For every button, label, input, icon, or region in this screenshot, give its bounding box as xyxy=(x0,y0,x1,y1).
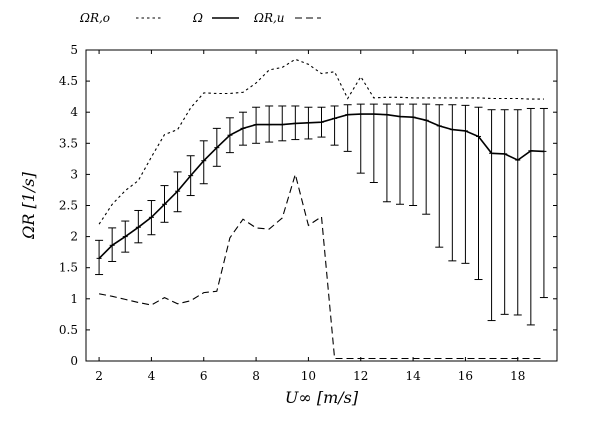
legend-label: ΩR,o xyxy=(79,11,110,25)
error-bar xyxy=(539,107,548,299)
error-bar xyxy=(225,117,234,154)
error-bar xyxy=(291,105,300,141)
error-bar xyxy=(487,109,496,322)
error-bar xyxy=(252,106,261,144)
legend-label: Ω xyxy=(192,11,203,25)
y-tick-label: 3.5 xyxy=(59,136,78,150)
error-bar xyxy=(382,103,391,203)
x-tick-label: 10 xyxy=(301,369,316,383)
y-tick-label: 4.5 xyxy=(59,74,78,88)
error-bar xyxy=(199,140,208,185)
y-axis: 0 0.5 1 1.5 2 2.5 3 3.5 4 4.5 5 xyxy=(59,43,557,368)
error-bar xyxy=(160,185,169,223)
error-bars xyxy=(95,103,548,326)
error-bar xyxy=(500,109,509,315)
error-bar xyxy=(317,106,326,138)
error-bar xyxy=(265,105,274,143)
series-layer xyxy=(98,58,544,360)
x-tick-label: 4 xyxy=(148,369,156,383)
legend: ΩR,o Ω ΩR,u xyxy=(79,11,321,25)
series-line-omega-r-o xyxy=(98,58,544,225)
error-bar xyxy=(186,155,195,197)
y-tick-label: 0.5 xyxy=(59,323,78,337)
error-bar xyxy=(343,104,352,152)
error-bar xyxy=(356,103,365,174)
y-tick-label: 5 xyxy=(70,43,78,57)
error-bar xyxy=(330,105,339,146)
x-axis: 2 4 6 8 10 12 14 16 18 xyxy=(95,50,525,383)
error-bar xyxy=(409,103,418,206)
y-tick-label: 1 xyxy=(70,292,78,306)
y-tick-label: 0 xyxy=(70,354,78,368)
error-bar xyxy=(121,220,130,253)
y-tick-label: 4 xyxy=(70,105,78,119)
error-bar xyxy=(212,127,221,167)
error-bar xyxy=(448,104,457,262)
error-bar xyxy=(461,104,470,264)
x-tick-label: 6 xyxy=(200,369,208,383)
y-tick-label: 2 xyxy=(70,230,78,244)
axis-labels: U∞ [m/s] ΩR [1/s] xyxy=(19,171,359,407)
y-tick-label: 3 xyxy=(70,167,78,181)
error-bar xyxy=(396,103,404,205)
x-tick-label: 16 xyxy=(458,369,473,383)
error-bar xyxy=(134,209,143,244)
x-tick-label: 18 xyxy=(510,369,525,383)
error-bar xyxy=(369,103,378,183)
y-axis-label: ΩR [1/s] xyxy=(19,171,38,239)
error-bar xyxy=(173,171,182,213)
x-tick-label: 2 xyxy=(95,369,103,383)
plot-frame xyxy=(85,49,558,362)
series-line-omega-r-u xyxy=(98,172,544,360)
error-bar xyxy=(422,103,431,215)
error-bar xyxy=(513,109,522,316)
legend-label: ΩR,u xyxy=(253,11,285,25)
error-bar xyxy=(95,239,104,276)
error-bar xyxy=(239,111,247,146)
x-tick-label: 8 xyxy=(252,369,260,383)
error-bar xyxy=(474,106,483,281)
x-axis-label: U∞ [m/s] xyxy=(285,388,359,407)
y-tick-label: 2.5 xyxy=(59,199,78,213)
error-bar xyxy=(304,106,313,140)
error-bar xyxy=(435,104,444,248)
y-tick-label: 1.5 xyxy=(59,261,78,275)
error-bar xyxy=(147,200,156,236)
x-tick-label: 12 xyxy=(353,369,368,383)
x-tick-label: 14 xyxy=(405,369,421,383)
error-bar xyxy=(108,227,117,262)
error-bar xyxy=(526,107,535,326)
error-bar xyxy=(278,105,287,142)
